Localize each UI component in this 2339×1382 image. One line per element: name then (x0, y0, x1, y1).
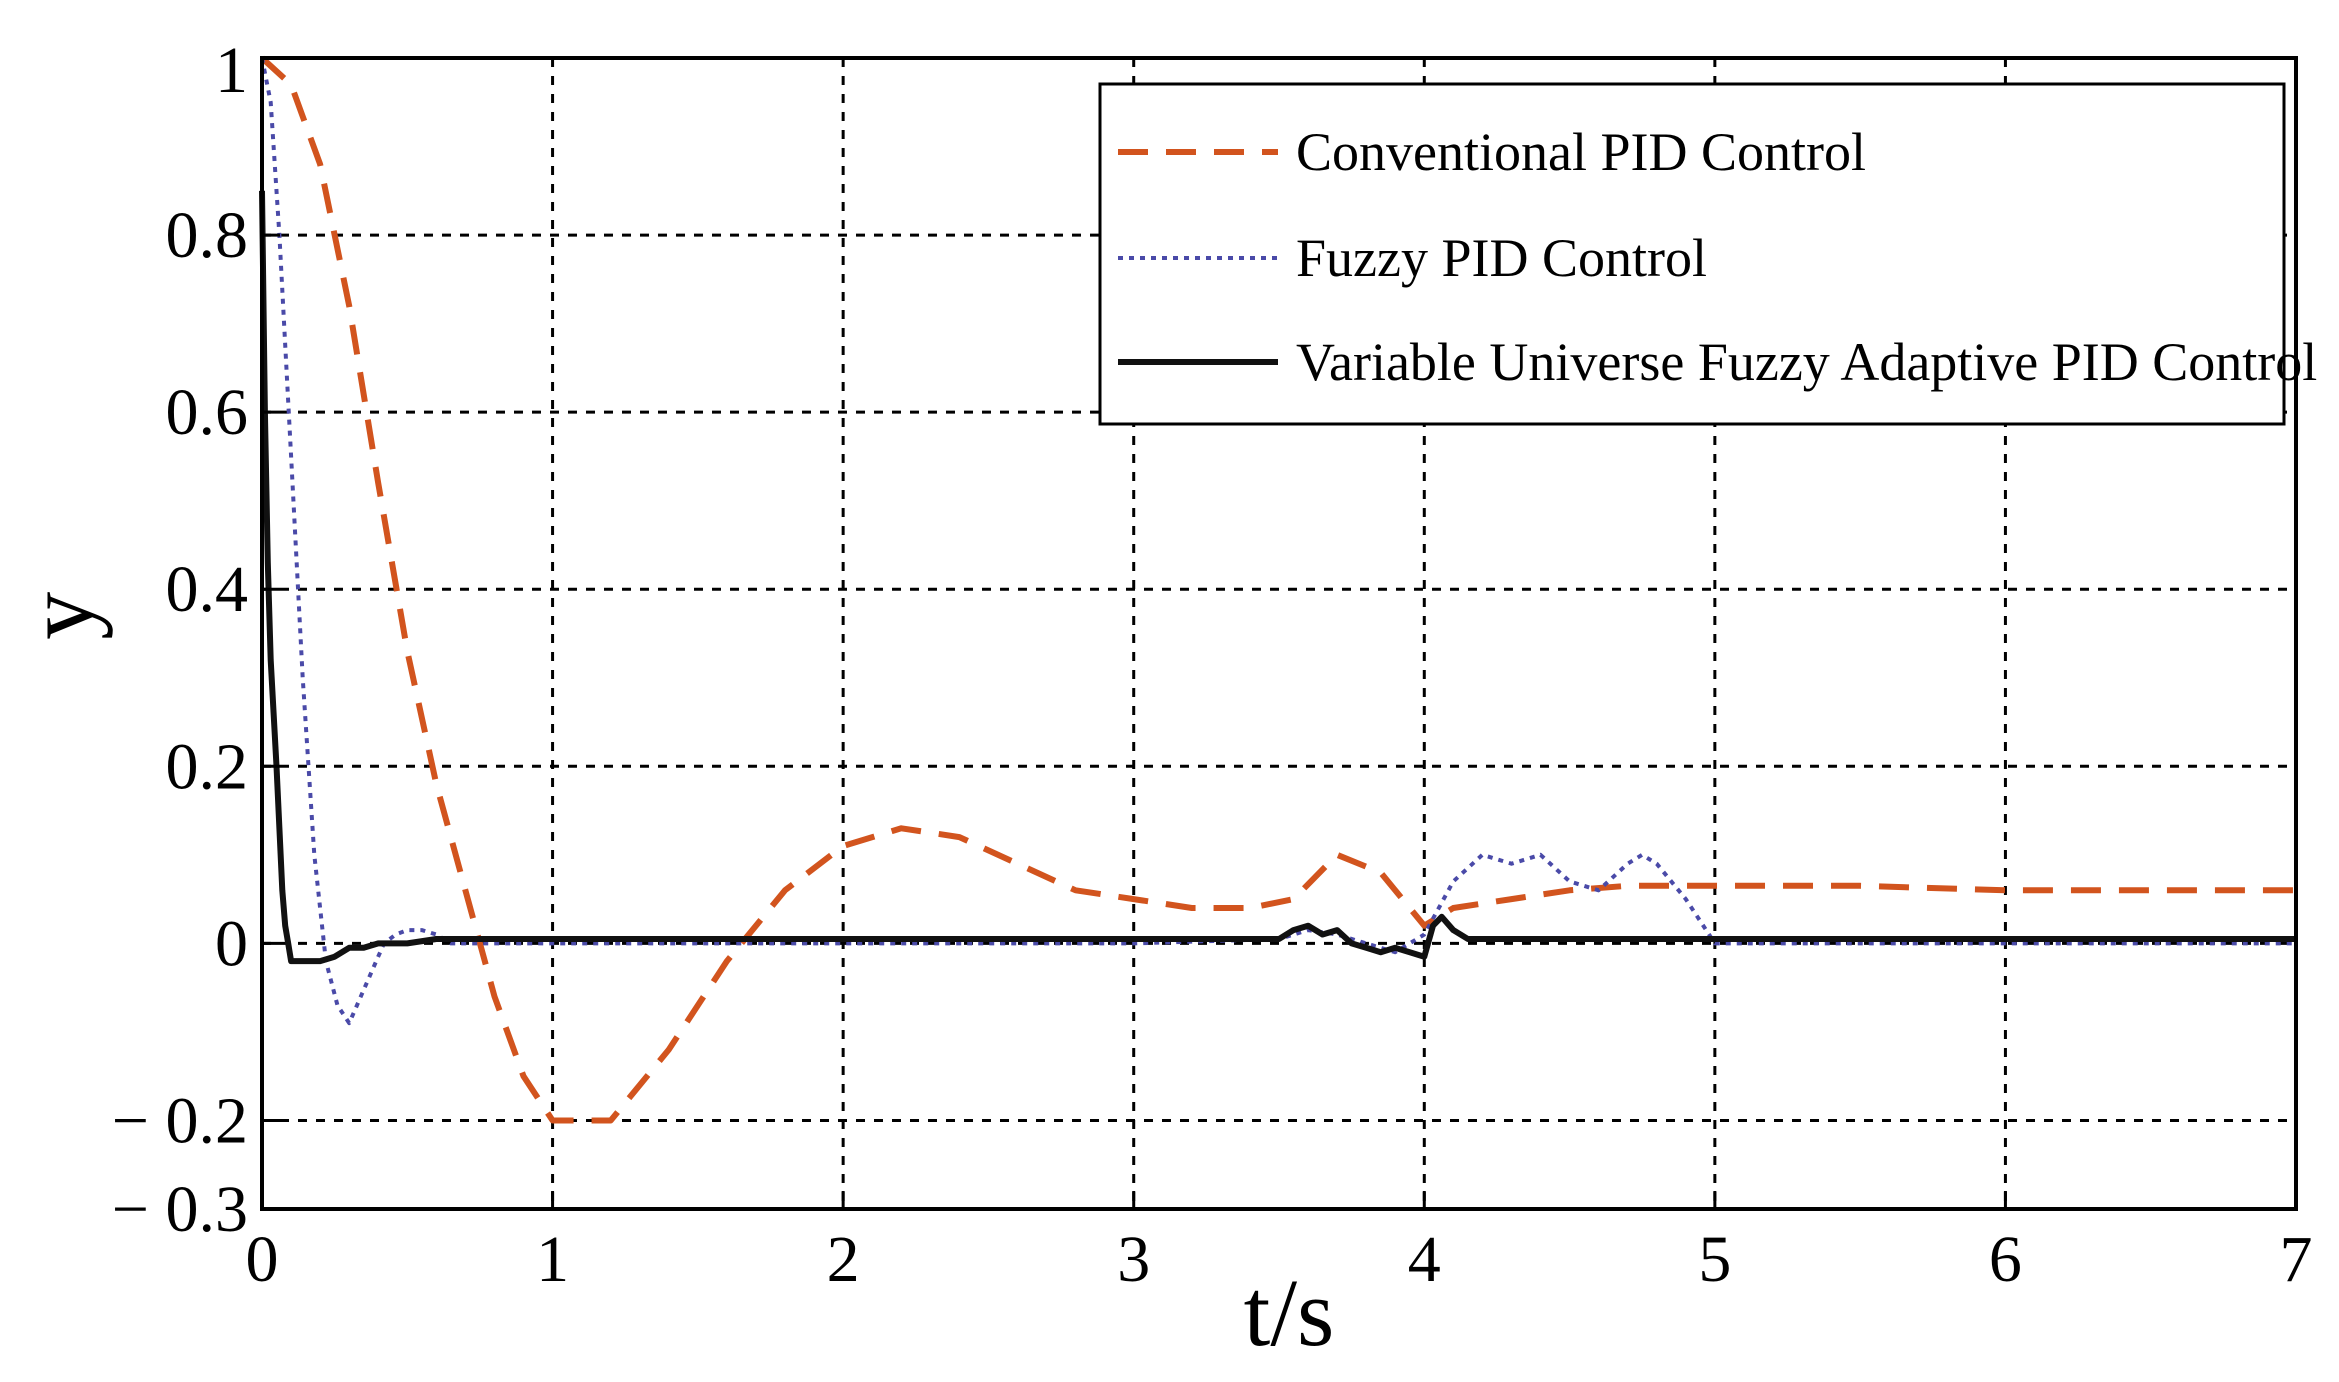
legend-box (1098, 82, 2286, 426)
series-lines (259, 55, 2296, 1124)
series-line-2 (259, 190, 2296, 965)
y-tick-label: 0.8 (166, 199, 249, 272)
y-axis-label: y (6, 592, 113, 640)
plot-frame (260, 56, 2298, 1211)
series-line-0 (259, 55, 2296, 1124)
y-tick-label: − 0.2 (112, 1084, 248, 1157)
y-tick-label: − 0.3 (112, 1173, 248, 1246)
legend: Conventional PID Control Fuzzy PID Contr… (1098, 82, 2317, 426)
x-tick-label: 5 (1698, 1223, 1731, 1296)
legend-label-conventional-pid: Conventional PID Control (1296, 122, 1866, 182)
legend-label-variable-universe-fuzzy-pid: Variable Universe Fuzzy Adaptive PID Con… (1296, 332, 2317, 392)
x-tick-label: 2 (827, 1223, 860, 1296)
tick-labels: 0 1 2 3 4 5 6 7 − 0.3 − 0.2 0 0.2 0.4 0.6 0.8 1 (112, 34, 2313, 1296)
x-tick-label: 0 (246, 1223, 279, 1296)
x-tick-label: 4 (1408, 1223, 1441, 1296)
y-tick-label: 0 (215, 907, 248, 980)
y-tick-label: 0.6 (166, 376, 249, 449)
y-tick-label: 0.4 (166, 553, 249, 626)
y-tick-label: 1 (215, 34, 248, 107)
x-axis-label: t/s (1244, 1259, 1335, 1366)
x-tick-label: 7 (2280, 1223, 2313, 1296)
series-line-1 (260, 57, 2296, 1026)
x-tick-label: 3 (1117, 1223, 1150, 1296)
y-tick-label: 0.2 (166, 730, 249, 803)
x-tick-label: 6 (1989, 1223, 2022, 1296)
x-tick-label: 1 (536, 1223, 569, 1296)
legend-label-fuzzy-pid: Fuzzy PID Control (1296, 228, 1707, 288)
